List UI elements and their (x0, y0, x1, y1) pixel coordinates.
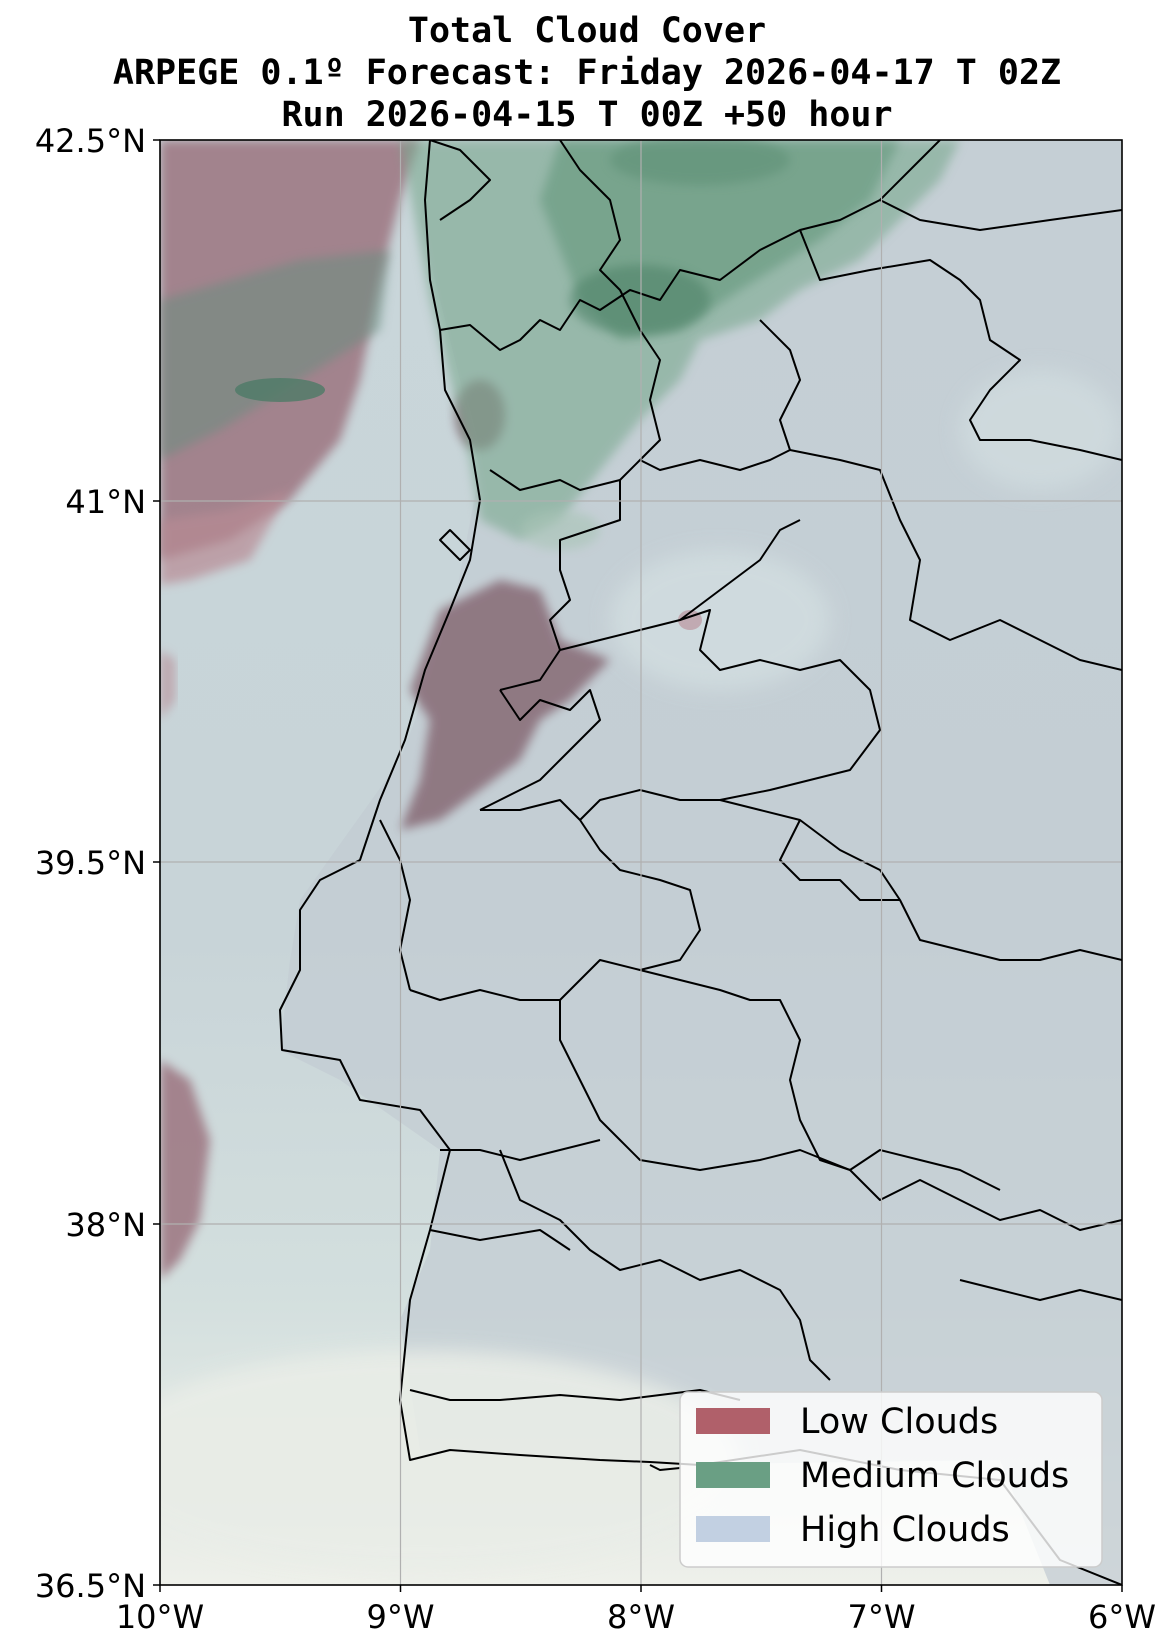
map-area (160, 140, 1122, 1585)
low-cloud-area-sw (160, 1060, 210, 1280)
title-line-1: Total Cloud Cover (407, 11, 767, 51)
lat-tick-label: 38°N (65, 1206, 146, 1244)
lon-tick-label: 6°W (1088, 1598, 1156, 1636)
lat-tick-label: 36.5°N (35, 1567, 146, 1605)
legend-swatch-low (696, 1408, 770, 1434)
lon-tick-label: 7°W (848, 1598, 916, 1636)
lon-tick-label: 9°W (367, 1598, 435, 1636)
coastline-and-borders (279, 140, 1122, 1585)
legend-label-medium: Medium Clouds (800, 1456, 1069, 1496)
gridlines (160, 140, 1122, 1585)
legend-label-high: High Clouds (800, 1510, 1010, 1550)
legend-swatch-high (696, 1516, 770, 1542)
legend: Low Clouds Medium Clouds High Clouds (679, 1391, 1103, 1568)
legend-box (679, 1391, 1103, 1568)
legend-label-low: Low Clouds (800, 1402, 998, 1442)
lat-tick-label: 41°N (65, 483, 146, 521)
lon-tick-label: 8°W (607, 1598, 675, 1636)
title-line-2: ARPEGE 0.1º Forecast: Friday 2026-04-17 … (112, 53, 1062, 93)
title-line-3: Run 2026-04-15 T 00Z +50 hour (281, 95, 893, 135)
lat-tick-label: 42.5°N (35, 122, 146, 160)
lat-tick-label: 39.5°N (35, 844, 146, 882)
legend-swatch-medium (696, 1462, 770, 1488)
lon-tick-label: 10°W (116, 1598, 204, 1636)
map-title: Total Cloud Cover ARPEGE 0.1º Forecast: … (0, 10, 1174, 136)
